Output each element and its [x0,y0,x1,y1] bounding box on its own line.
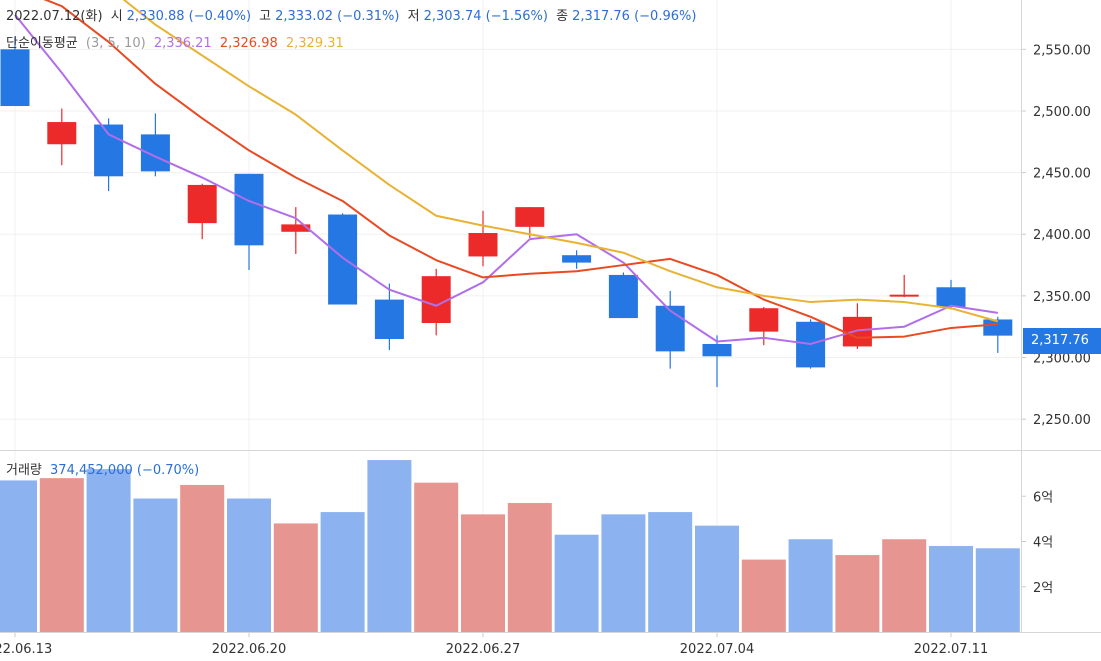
candle-body [468,233,498,257]
candle-body [0,49,30,107]
candle-body [94,124,124,177]
volume-bar [975,548,1020,632]
volume-bar [180,484,225,632]
candle-body [936,287,966,307]
price-tick-label: 2,400.00 [1033,228,1091,243]
open-value: 2,330.88 (−0.40%) [126,9,252,24]
low-value: 2,303.74 (−1.56%) [423,9,548,24]
candle-body [281,224,311,232]
grid-lines [0,0,1021,632]
candle-body [702,343,732,357]
volume-tick-label: 4억 [1033,536,1053,551]
open-label: 시 [110,9,123,24]
candle-body [421,276,451,324]
volume-bar [741,559,786,632]
current-price-text: 2,317.76 [1031,333,1089,348]
header-date: 2022.07.12(화) [6,9,103,24]
close-value: 2,317.76 (−0.96%) [572,9,697,24]
candle-body [749,308,779,332]
low-label: 저 [407,9,420,24]
current-price-badge: 2,317.76 [1023,328,1101,354]
volume-bar [227,498,271,632]
candle-body [562,255,592,263]
candle-body [983,319,1013,336]
candle-body [655,305,685,352]
ma-legend-label: 단순이동평균 [6,36,78,51]
volume-bar [461,514,505,632]
candle-body [328,214,358,305]
moving-average-line-10 [122,0,999,323]
moving-average-line-3 [14,14,998,345]
time-tick-label: 2022.07.11 [914,642,988,657]
volume-tick-label: 2억 [1033,581,1053,596]
ma-legend-value-1: 2,336.21 [153,36,212,51]
candle-body [374,299,404,340]
volume-bar [554,534,599,632]
volume-bar [788,539,833,632]
volume-bar [648,512,693,632]
volume-bar [86,469,131,632]
ma-legend: 단순이동평균 (3, 5, 10) 2,336.21 2,326.98 2,32… [6,32,348,51]
candle-body [842,316,872,347]
time-tick-label: 2022.06.27 [446,642,520,657]
volume-bar [414,482,459,632]
volume-legend: 거래량 374,452,000 (−0.70%) [6,459,203,478]
price-tick-label: 2,250.00 [1033,413,1091,428]
volume-bars [0,460,1020,632]
volume-bar [507,503,552,632]
ma-legend-periods: (3, 5, 10) [85,36,146,51]
candles [0,36,1013,388]
candle-body [140,134,170,172]
price-tick-label: 2,350.00 [1033,290,1091,305]
candle-body [608,274,638,319]
time-tick-label: 2022.06.20 [212,642,286,657]
high-label: 고 [259,9,272,24]
volume-bar [39,478,84,632]
volume-bar [882,539,927,632]
candle-body [47,122,77,145]
price-tick-label: 2,300.00 [1033,352,1091,367]
volume-bar [320,512,365,632]
candle-body [187,184,217,224]
volume-legend-label: 거래량 [6,463,42,478]
ma-legend-value-2: 2,326.98 [219,36,278,51]
high-value: 2,333.02 (−0.31%) [275,9,400,24]
moving-average-lines [14,0,999,345]
time-tick-label: 2022.06.13 [0,642,52,657]
close-label: 종 [556,9,569,24]
moving-average-line-5 [43,0,998,339]
volume-bar [695,525,739,632]
volume-tick-label: 6억 [1033,490,1053,505]
ohlc-header: 2022.07.12(화) 시 2,330.88 (−0.40%) 고 2,333.… [6,5,700,24]
price-tick-label: 2,550.00 [1033,43,1091,58]
volume-bar [835,555,880,632]
ma-legend-value-3: 2,329.31 [285,36,344,51]
price-tick-label: 2,450.00 [1033,167,1091,182]
volume-bar [133,498,178,632]
candle-body [515,207,545,227]
volume-bar [0,480,37,632]
price-tick-label: 2,500.00 [1033,105,1091,120]
volume-bar [367,460,412,632]
volume-legend-value: 374,452,000 (−0.70%) [50,463,200,478]
candle-body [889,294,919,297]
candle-body [234,173,264,246]
volume-bar [929,546,973,632]
volume-bar [601,514,646,632]
time-tick-label: 2022.07.04 [680,642,754,657]
volume-bar [273,523,318,632]
